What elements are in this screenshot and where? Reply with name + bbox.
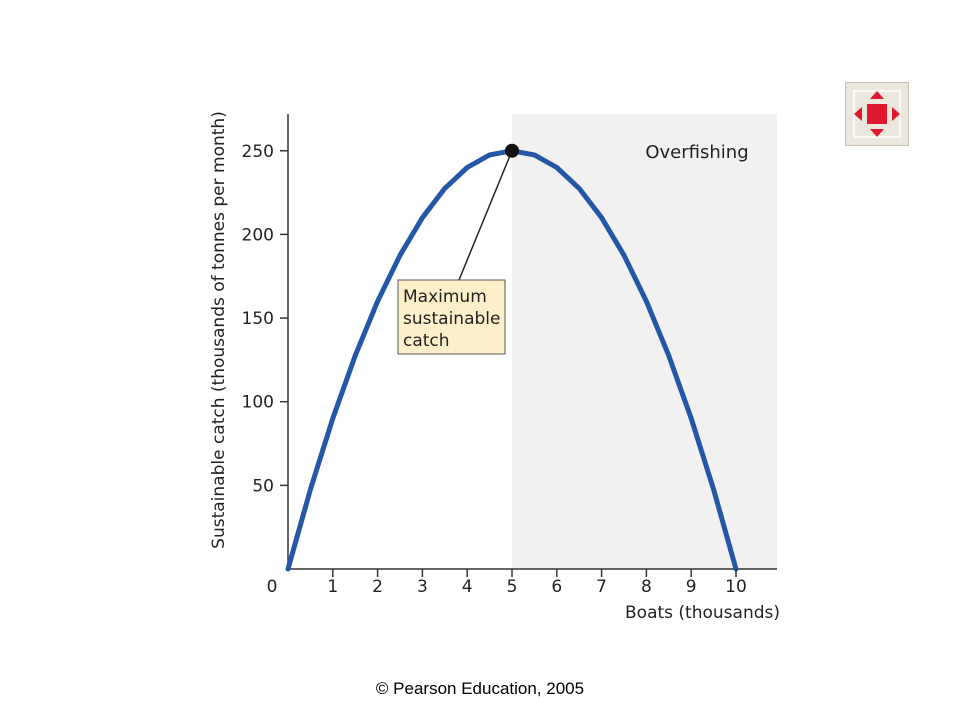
overfishing-region-layer: Overfishing xyxy=(512,114,777,569)
x-tick-label: 0 xyxy=(267,577,278,597)
ticks-layer: 0 1 2 3 4 5 6 7 8 9 10 50 100 150 200 250 Boats (thousan… xyxy=(209,111,780,623)
copyright-notice: © Pearson Education, 2005 xyxy=(375,679,585,698)
callout-text-line: sustainable xyxy=(403,309,500,329)
fullscreen-button[interactable] xyxy=(845,82,909,146)
x-axis-label: Boats (thousands) xyxy=(625,603,780,623)
y-tick-label: 150 xyxy=(242,309,274,329)
y-tick-label: 250 xyxy=(242,142,274,162)
axes xyxy=(287,114,777,570)
x-tick-label: 5 xyxy=(507,577,518,597)
x-tick-label: 6 xyxy=(551,577,562,597)
y-axis-label: Sustainable catch (thousands of tonnes p… xyxy=(209,111,229,549)
callout-text-line: catch xyxy=(403,331,450,351)
overfishing-region xyxy=(512,114,777,569)
x-tick-label: 3 xyxy=(417,577,428,597)
callout-leader-line xyxy=(458,150,513,281)
x-tick-label: 8 xyxy=(641,577,652,597)
fullscreen-arrows-icon xyxy=(853,90,901,138)
overfishing-label: Overfishing xyxy=(645,142,748,163)
x-tick-label: 4 xyxy=(462,577,473,597)
x-tick-label: 1 xyxy=(327,577,338,597)
x-tick-label: 2 xyxy=(372,577,383,597)
x-tick-label: 7 xyxy=(596,577,607,597)
callout-text-line: Maximum xyxy=(403,287,487,307)
x-tick-label: 10 xyxy=(725,577,747,597)
y-tick-label: 50 xyxy=(252,476,274,496)
y-tick-label: 100 xyxy=(242,393,274,413)
y-tick-label: 200 xyxy=(242,225,274,245)
x-tick-label: 9 xyxy=(686,577,697,597)
maximum-point xyxy=(505,143,519,158)
callout-box xyxy=(397,279,506,355)
